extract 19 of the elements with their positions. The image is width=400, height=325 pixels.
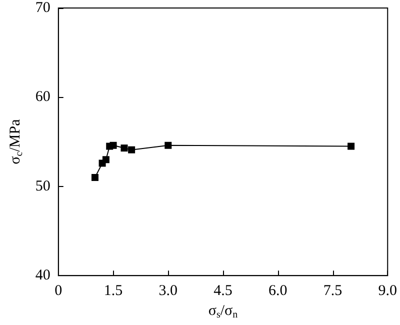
x-tick-label: 1.5 [104, 283, 123, 300]
point [91, 174, 98, 181]
y-tick-label: 70 [35, 0, 50, 16]
y-tick-label: 40 [35, 268, 50, 284]
point [120, 144, 128, 152]
point [110, 142, 117, 149]
y-tick-label: 50 [35, 178, 50, 194]
y-tick-label: 60 [35, 89, 50, 106]
x-tick-label: 0 [54, 283, 62, 300]
point [128, 146, 136, 154]
x-tick-label: 9.0 [378, 283, 397, 300]
x-tick-label: 6.0 [268, 283, 288, 300]
x-tick-label: 7.5 [323, 283, 342, 300]
x-tick-label: 4.5 [214, 283, 232, 300]
point [348, 142, 355, 150]
x-tick-label: 3.0 [158, 283, 178, 300]
y-axis-title: σc/MPa [8, 118, 25, 164]
point [164, 142, 172, 149]
point [102, 156, 110, 164]
